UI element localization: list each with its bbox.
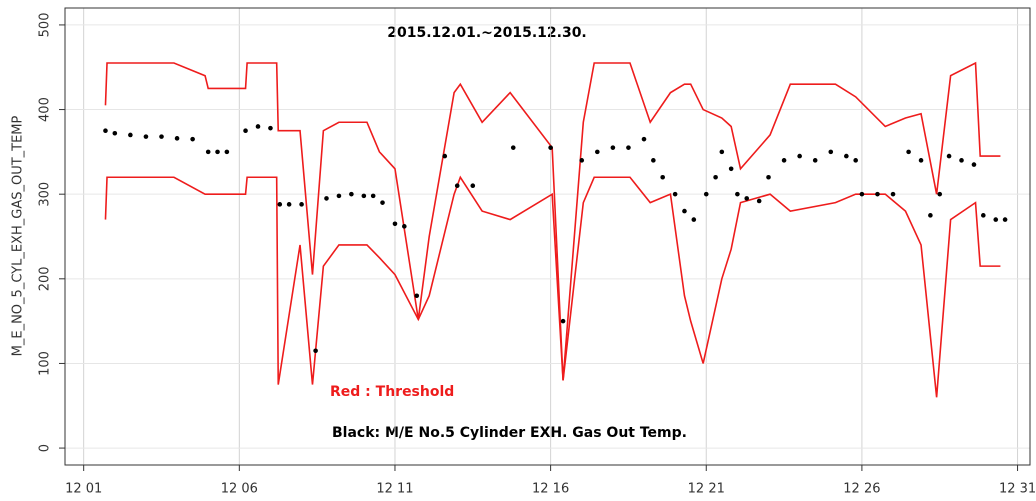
data-point [781,158,787,163]
data-point [890,191,896,197]
data-point [928,213,933,218]
y-tick-label: 300 [38,182,53,207]
data-point [735,191,740,197]
data-point [392,221,398,227]
data-point [128,132,133,138]
data-point [626,145,631,150]
plot-frame [64,7,1031,466]
data-point [595,149,600,155]
data-point [797,153,802,159]
data-point [937,191,943,197]
data-point [682,208,687,214]
data-point [610,145,616,150]
data-point [255,124,261,129]
data-point [286,202,292,207]
y-axis-label: M_E_NO_5_CYL_EXH_GAS_OUT_TEMP [11,115,26,356]
threshold-note: Red : Threshold [330,384,454,400]
data-point [548,145,553,150]
data-point [268,125,273,131]
x-tick-label: 12 06 [221,482,258,497]
data-point [380,200,385,205]
y-tick-label: 200 [38,266,53,291]
data-point [744,196,750,201]
data-point [349,191,354,197]
data-point [299,202,304,207]
data-point [703,191,709,197]
data-point [560,318,566,324]
data-point [454,183,460,189]
x-tick-label: 12 26 [843,482,880,497]
x-tick-label: 12 01 [65,482,102,497]
data-point [859,191,865,197]
data-point [510,145,516,150]
data-point [993,217,999,222]
data-point [756,198,762,204]
data-point [812,158,818,163]
y-tick-label: 500 [38,13,53,38]
data-point [336,193,342,199]
data-point [190,136,195,142]
data-point [159,134,164,139]
data-point [324,196,329,201]
y-tick-label: 400 [38,97,53,122]
data-point [313,348,318,354]
data-point [215,149,220,155]
data-point [205,149,211,155]
x-tick-label: 12 21 [688,482,725,497]
data-point [243,128,248,134]
data-point [174,136,180,141]
data-point [651,158,656,163]
data-point [579,158,585,163]
data-point [224,149,230,155]
temperature-note: Black: M/E No.5 Cylinder EXH. Gas Out Te… [332,425,687,441]
x-tick-label: 12 31 [999,482,1036,497]
data-point [143,134,149,139]
data-point [719,149,725,155]
x-tick-label: 12 16 [532,482,569,497]
data-point [112,130,118,136]
data-point [402,224,407,229]
x-tick-label: 12 11 [376,482,413,497]
data-point [766,174,771,180]
data-point [442,153,448,159]
data-point [728,166,734,172]
data-point [713,174,718,180]
y-tick-label: 100 [38,351,53,376]
data-point [971,162,977,167]
data-point [1002,217,1008,222]
data-point [470,183,476,189]
data-point [981,213,986,218]
data-point [277,202,283,207]
y-tick-label: 0 [38,444,53,452]
data-point [906,149,911,155]
data-point [641,136,647,142]
data-point [946,153,952,159]
data-point [828,149,834,155]
data-point [918,158,924,163]
data-point [660,174,665,180]
data-point [672,191,678,197]
data-point [844,153,849,159]
data-point [853,158,858,163]
data-point [875,191,880,197]
data-point [414,293,420,299]
threshold-line [104,175,1001,398]
data-point [370,193,376,199]
chart-title: 2015.12.01.~2015.12.30. [387,25,587,41]
data-point [691,217,697,222]
data-point [361,193,367,199]
data-point [959,158,964,163]
data-point [103,128,108,134]
